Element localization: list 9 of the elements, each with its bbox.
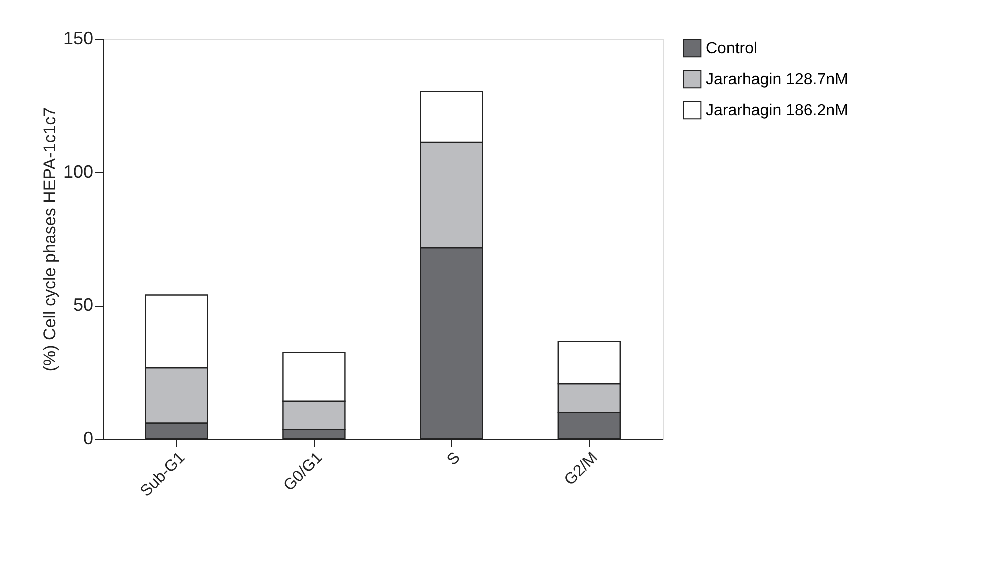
y-tick-label: 100	[63, 162, 94, 182]
legend-label: Jararhagin 128.7nM	[706, 72, 848, 88]
y-axis-title: (%) Cell cycle phases HEPA-1c1c7	[40, 107, 60, 372]
legend-label: Jararhagin 186.2nM	[706, 102, 848, 120]
legend-label: Control	[706, 40, 758, 58]
y-tick-label: 0	[83, 428, 94, 448]
y-tick-label: 50	[73, 295, 94, 316]
y-tick-label: 150	[63, 28, 94, 48]
x-tick-label: S	[444, 450, 464, 470]
